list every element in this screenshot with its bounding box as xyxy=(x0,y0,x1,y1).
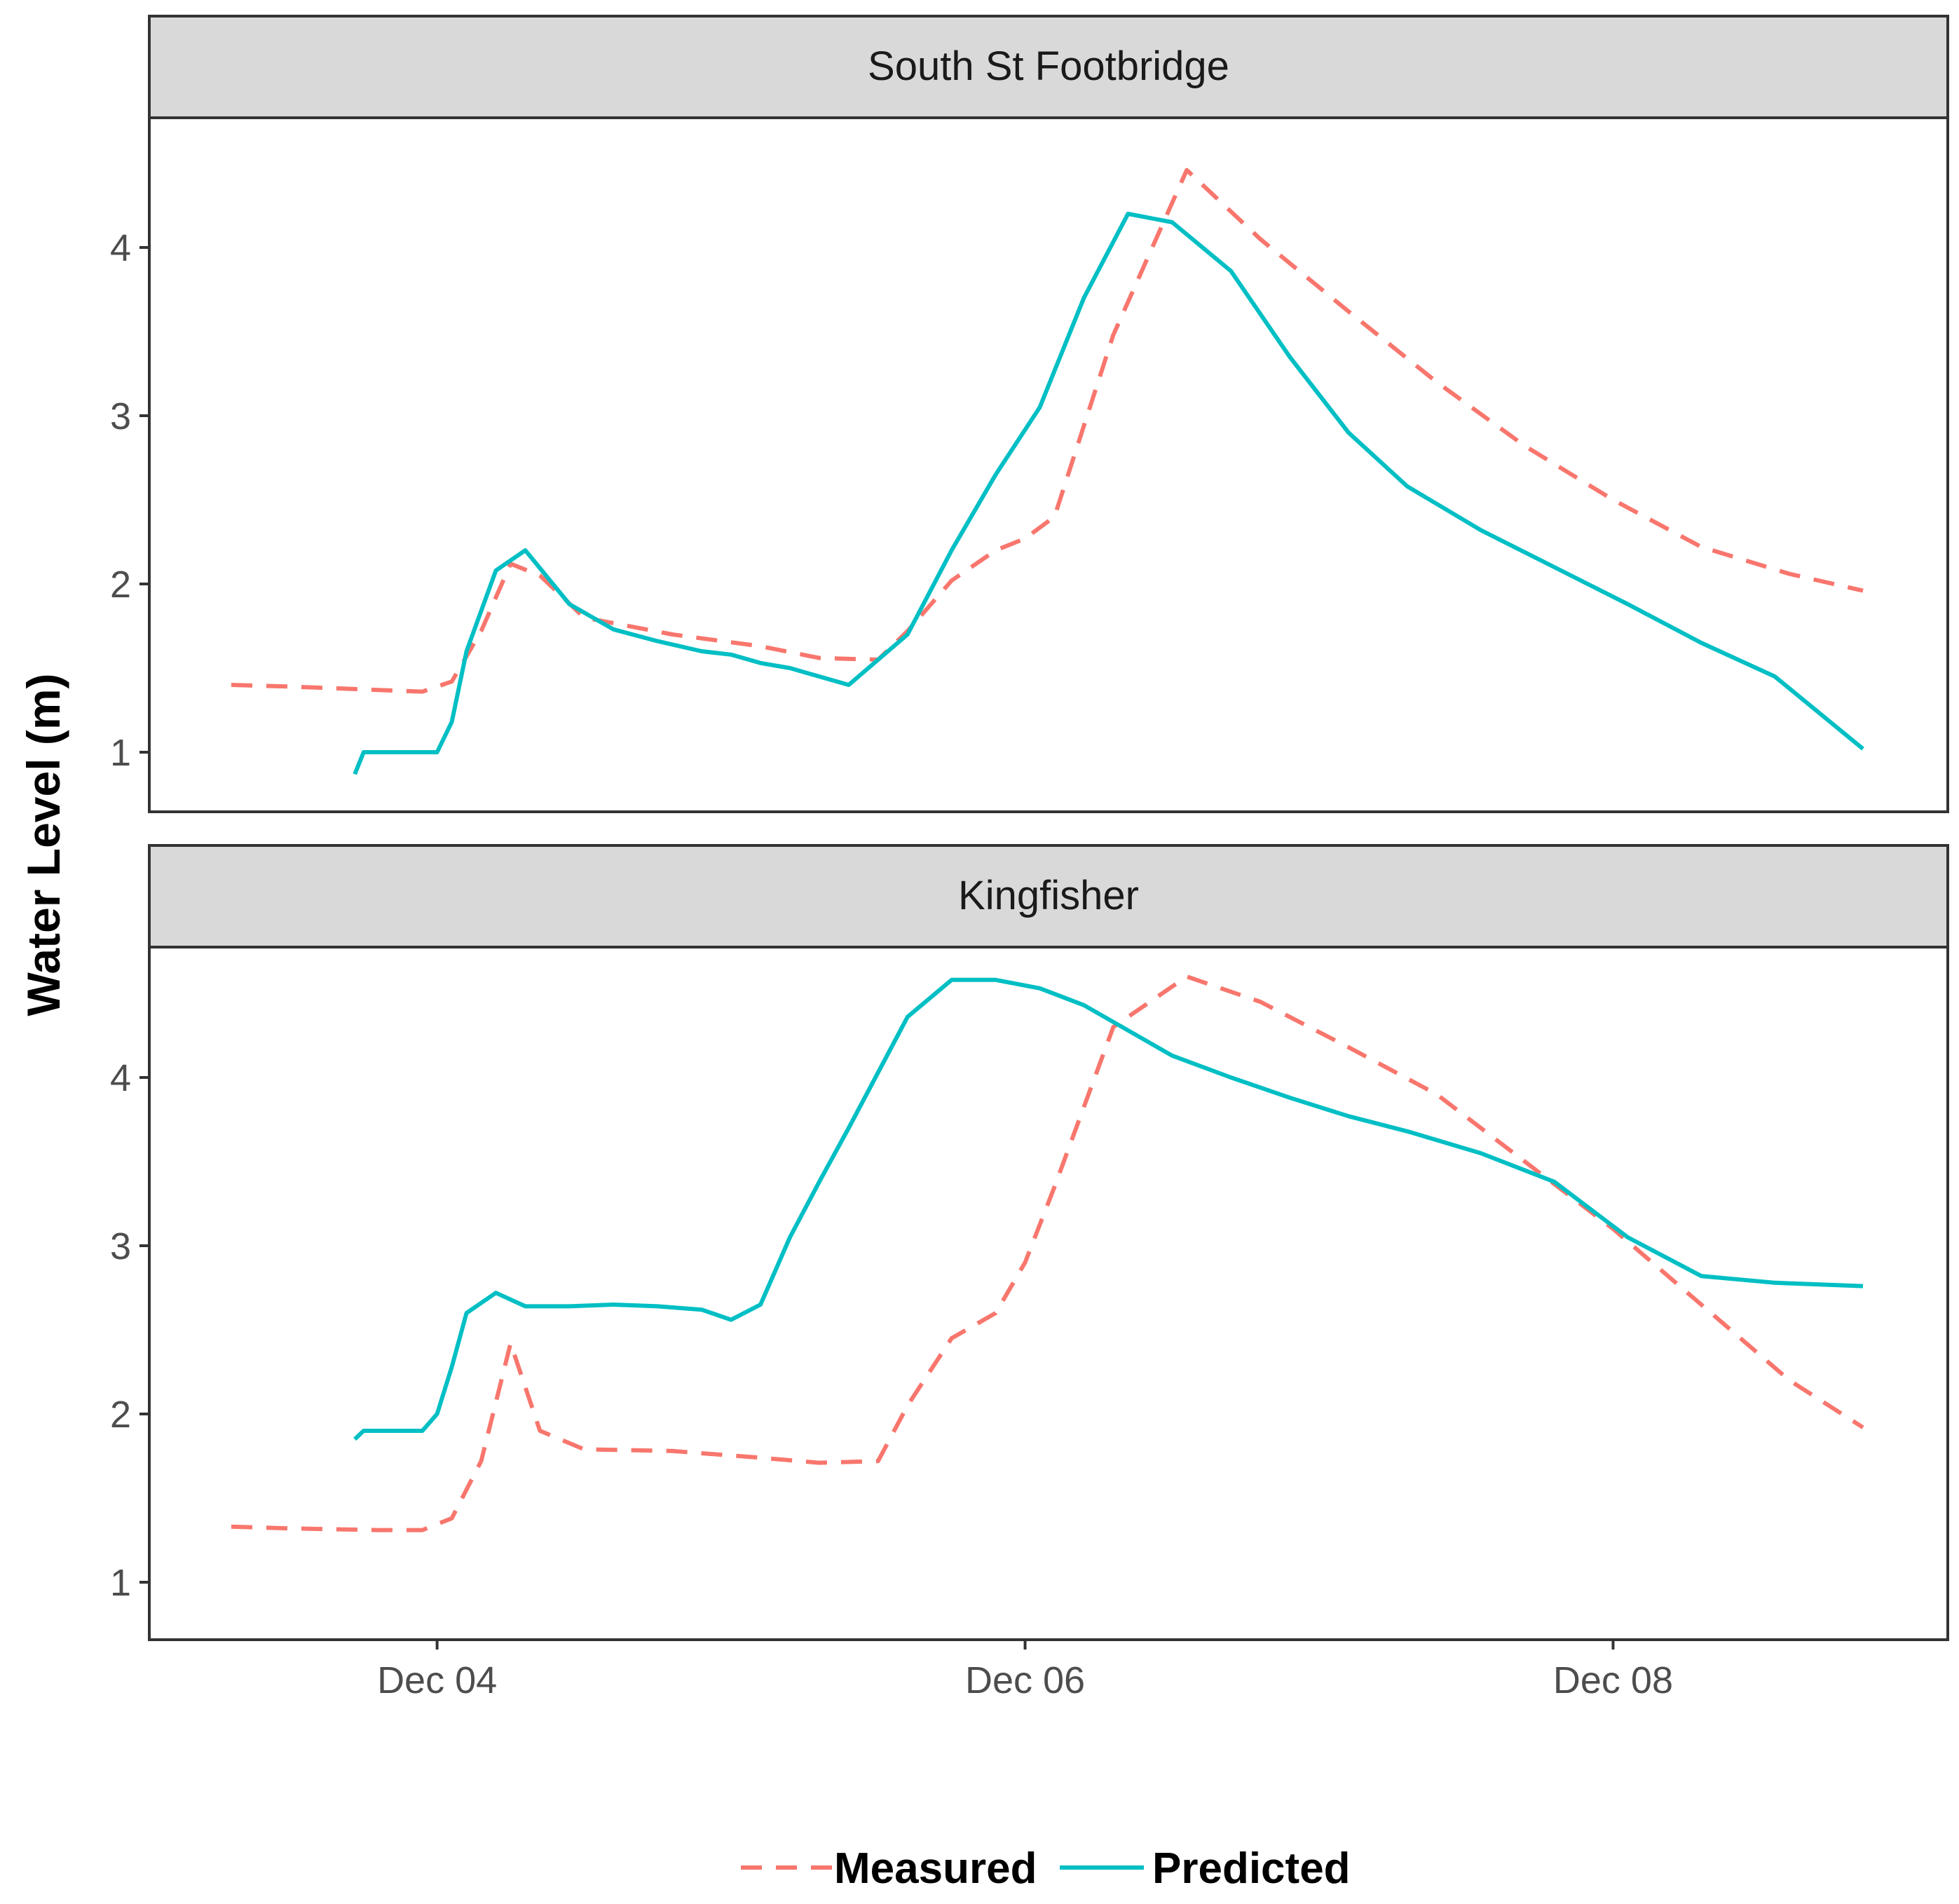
x-axis: Dec 04 Dec 06 Dec 08 xyxy=(377,1640,1673,1701)
panel-1-strip xyxy=(148,15,1949,119)
panel-south-st-footbridge: South St Footbridge 1 2 3 4 xyxy=(110,15,1949,813)
panel-2-strip xyxy=(148,844,1949,948)
panel-1-y-tick-label: 2 xyxy=(110,564,131,606)
panel-2-y-tick-label: 3 xyxy=(110,1225,131,1267)
panel-2-y-axis: 1 2 3 4 xyxy=(110,1057,149,1604)
panel-1-y-tick-label: 4 xyxy=(110,227,131,269)
panel-1-y-tick-label: 3 xyxy=(110,395,131,437)
panel-1-series xyxy=(231,168,1864,775)
panel-2-y-tick-label: 4 xyxy=(110,1057,131,1099)
panel-1-title: South St Footbridge xyxy=(868,43,1229,89)
panel-2-title: Kingfisher xyxy=(958,873,1139,918)
panel-1-y-tick-label: 1 xyxy=(110,732,131,774)
panel-1-series-predicted xyxy=(353,212,1864,775)
panel-2-series-measured xyxy=(231,974,1864,1532)
x-tick-label: Dec 08 xyxy=(1553,1659,1673,1701)
legend-measured-label: Measured xyxy=(834,1844,1037,1893)
panel-1-y-axis: 1 2 3 4 xyxy=(110,227,149,774)
legend-predicted-label: Predicted xyxy=(1152,1844,1351,1893)
panel-2-frame xyxy=(148,946,1949,1641)
panel-2-y-tick-label: 1 xyxy=(110,1562,131,1604)
panel-kingfisher: Kingfisher 1 2 3 4 xyxy=(110,844,1949,1641)
panel-1-frame xyxy=(148,116,1949,813)
legend: Measured Predicted xyxy=(741,1844,1351,1893)
panel-2-y-tick-label: 2 xyxy=(110,1394,131,1436)
panel-2-series-predicted xyxy=(353,977,1864,1441)
x-tick-label: Dec 06 xyxy=(965,1659,1085,1701)
y-axis-label: Water Level (m) xyxy=(18,673,69,1016)
panel-2-series xyxy=(231,974,1864,1532)
x-tick-label: Dec 04 xyxy=(377,1659,497,1701)
